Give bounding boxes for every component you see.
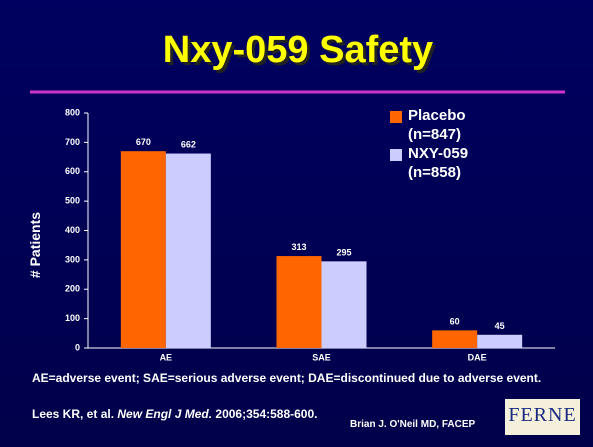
value-label: 662 <box>181 140 196 150</box>
legend-item: NXY-059 (n=858) <box>390 144 500 182</box>
title-shadow: Nxy-059 Safety <box>166 32 436 74</box>
chart-title: Nxy-059 Safety <box>163 29 433 71</box>
y-tick-label: 500 <box>65 196 80 206</box>
y-tick-label: 800 <box>65 107 80 117</box>
value-label: 45 <box>495 321 505 331</box>
bar <box>477 334 523 348</box>
y-tick-label: 700 <box>65 137 80 147</box>
legend-label: Placebo (n=847) <box>408 107 466 143</box>
y-tick-label: 600 <box>65 166 80 176</box>
legend-item: Placebo (n=847) <box>390 106 500 144</box>
logo: FERNE <box>505 399 580 435</box>
legend-swatch <box>390 111 402 123</box>
y-tick-label: 400 <box>65 225 80 235</box>
bar <box>432 330 478 348</box>
value-label: 670 <box>136 137 151 147</box>
citation-authors: Lees KR, et al. <box>32 407 115 421</box>
bar <box>165 153 211 348</box>
bar <box>120 151 166 348</box>
y-axis-label: # Patients <box>27 212 43 278</box>
value-label: 295 <box>336 247 351 257</box>
legend-swatch <box>390 149 402 161</box>
legend: Placebo (n=847) NXY-059 (n=858) <box>390 106 500 182</box>
bar <box>321 261 367 348</box>
y-tick-label: 100 <box>65 313 80 323</box>
y-tick-label: 200 <box>65 284 80 294</box>
author: Brian J. O'Neil MD, FACEP <box>350 419 476 430</box>
citation-journal: New Engl J Med. <box>117 407 213 421</box>
x-tick-label: DAE <box>468 352 487 362</box>
x-tick-label: SAE <box>312 352 331 362</box>
x-tick-label: AE <box>160 352 173 362</box>
footnote: AE=adverse event; SAE=serious adverse ev… <box>32 371 542 385</box>
bar <box>276 256 322 348</box>
legend-label: NXY-059 (n=858) <box>408 145 469 181</box>
y-tick-label: 300 <box>65 254 80 264</box>
value-label: 313 <box>291 242 306 252</box>
citation: Lees KR, et al. New Engl J Med. 2006;354… <box>32 406 572 423</box>
y-tick-label: 0 <box>75 342 80 352</box>
citation-ref: 2006;354:588-600. <box>215 407 318 421</box>
value-label: 60 <box>450 316 460 326</box>
